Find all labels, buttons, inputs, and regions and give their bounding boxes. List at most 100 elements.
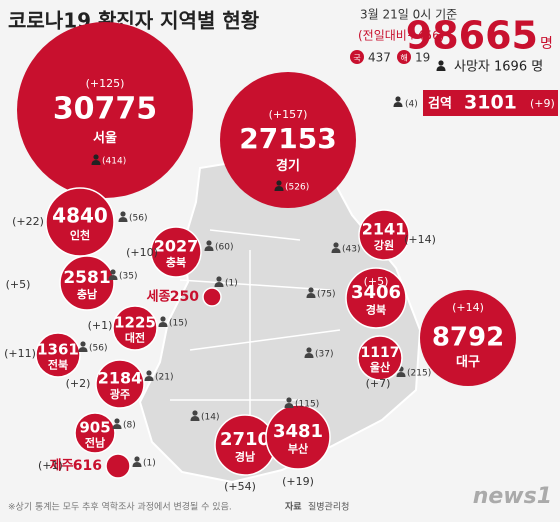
region-deaths: (15) bbox=[169, 319, 187, 329]
region-cases: 250 bbox=[170, 289, 199, 305]
region: 27153 경기 (+157) (526) bbox=[220, 72, 356, 208]
person-icon bbox=[190, 416, 200, 421]
region-change: (+54) bbox=[224, 480, 256, 493]
region-bubble bbox=[59, 255, 115, 311]
person-icon bbox=[112, 424, 122, 429]
date: 3월 21일 0시 기준 bbox=[360, 8, 457, 22]
region-cases: 2581 bbox=[63, 268, 110, 288]
region-change: (+22) bbox=[12, 215, 44, 228]
region-name: 대전 bbox=[125, 331, 145, 345]
region-name: 경북 bbox=[366, 303, 386, 317]
region-name: 제주 bbox=[50, 459, 74, 474]
deaths: 사망자 1696 명 bbox=[454, 60, 543, 75]
region-bubble bbox=[420, 290, 516, 386]
region-bubble bbox=[74, 412, 116, 454]
region-change: (+14) bbox=[452, 301, 484, 314]
person-icon bbox=[286, 397, 292, 403]
region-deaths: (1) bbox=[143, 459, 156, 469]
region-cases: 3406 bbox=[351, 282, 401, 303]
person-icon bbox=[114, 418, 120, 424]
person-icon bbox=[304, 353, 314, 358]
region-cases: 2710 bbox=[220, 429, 270, 450]
person-icon bbox=[438, 60, 444, 66]
region-cases: 27153 bbox=[239, 122, 336, 155]
person-icon bbox=[393, 102, 403, 107]
footnote: ※상기 통계는 모두 추후 역학조사 과정에서 변경될 수 있음. bbox=[8, 501, 232, 513]
person-icon bbox=[110, 269, 116, 275]
person-icon bbox=[395, 96, 401, 102]
region-change: (+5) bbox=[6, 278, 31, 291]
region-deaths: (37) bbox=[315, 350, 333, 360]
region-cases: 2141 bbox=[362, 220, 407, 239]
quarantine-change: (+9) bbox=[530, 97, 555, 110]
person-icon bbox=[80, 341, 86, 347]
region-bubble bbox=[220, 72, 356, 208]
region-bubble bbox=[17, 22, 193, 198]
region-deaths: (8) bbox=[123, 421, 136, 431]
region-bubble bbox=[95, 359, 145, 409]
person-icon bbox=[118, 217, 128, 222]
overseas-label: 해 bbox=[400, 53, 407, 63]
region-bubble bbox=[112, 305, 158, 351]
region-bubble bbox=[105, 453, 131, 479]
person-icon bbox=[132, 462, 142, 467]
region-change: (+1) bbox=[38, 459, 63, 472]
region-bubble bbox=[345, 267, 407, 329]
region-bubble bbox=[358, 209, 410, 261]
person-icon bbox=[78, 347, 88, 352]
change: (전일대비+456) bbox=[358, 29, 444, 43]
region-name: 경남 bbox=[235, 450, 255, 464]
region-cases: 4840 bbox=[52, 204, 108, 228]
source: 질병관리청 bbox=[308, 501, 349, 513]
person-icon bbox=[93, 154, 99, 160]
region-cases: 2027 bbox=[154, 237, 199, 256]
region-change: (+19) bbox=[282, 475, 314, 488]
region-bubble bbox=[357, 335, 403, 381]
person-icon bbox=[396, 372, 406, 377]
region-deaths: (215) bbox=[407, 369, 431, 379]
person-icon bbox=[331, 248, 341, 253]
person-icon bbox=[160, 316, 166, 322]
source-label: 자료 bbox=[285, 501, 302, 513]
region-cases: 905 bbox=[79, 419, 110, 437]
person-icon bbox=[216, 276, 222, 282]
person-icon bbox=[206, 240, 212, 246]
header: 코로나19 확진자 지역별 현황 3월 21일 0시 기준 (전일대비+456)… bbox=[8, 8, 558, 116]
region-change: (+11) bbox=[4, 347, 36, 360]
region-cases: 30775 bbox=[53, 92, 157, 127]
region-name: 서울 bbox=[93, 130, 117, 146]
region-change: (+10) bbox=[126, 246, 158, 259]
person-icon bbox=[308, 287, 314, 293]
region-change: (+7) bbox=[366, 377, 391, 390]
region-change: (+157) bbox=[269, 108, 308, 121]
region: 30775 서울 (+125) (414) bbox=[17, 22, 193, 198]
region-name: 경기 bbox=[276, 158, 300, 174]
region-cases: 1225 bbox=[114, 314, 156, 332]
person-icon bbox=[274, 186, 284, 191]
region-name: 전북 bbox=[48, 358, 68, 372]
person-icon bbox=[436, 66, 446, 71]
region-deaths: (60) bbox=[215, 243, 233, 253]
region-name: 울산 bbox=[370, 360, 390, 374]
region-name: 광주 bbox=[110, 388, 130, 401]
region-deaths: (14) bbox=[201, 413, 219, 423]
person-icon bbox=[192, 410, 198, 416]
person-icon bbox=[214, 282, 224, 287]
region-deaths: (43) bbox=[342, 245, 360, 255]
logo: news1 bbox=[473, 484, 552, 509]
region-change: (+14) bbox=[404, 233, 436, 246]
region-deaths: (75) bbox=[317, 290, 335, 300]
region-deaths: (414) bbox=[102, 157, 126, 167]
person-icon bbox=[158, 322, 168, 327]
overseas: 19 bbox=[415, 51, 430, 65]
region-change: (+125) bbox=[86, 77, 125, 90]
